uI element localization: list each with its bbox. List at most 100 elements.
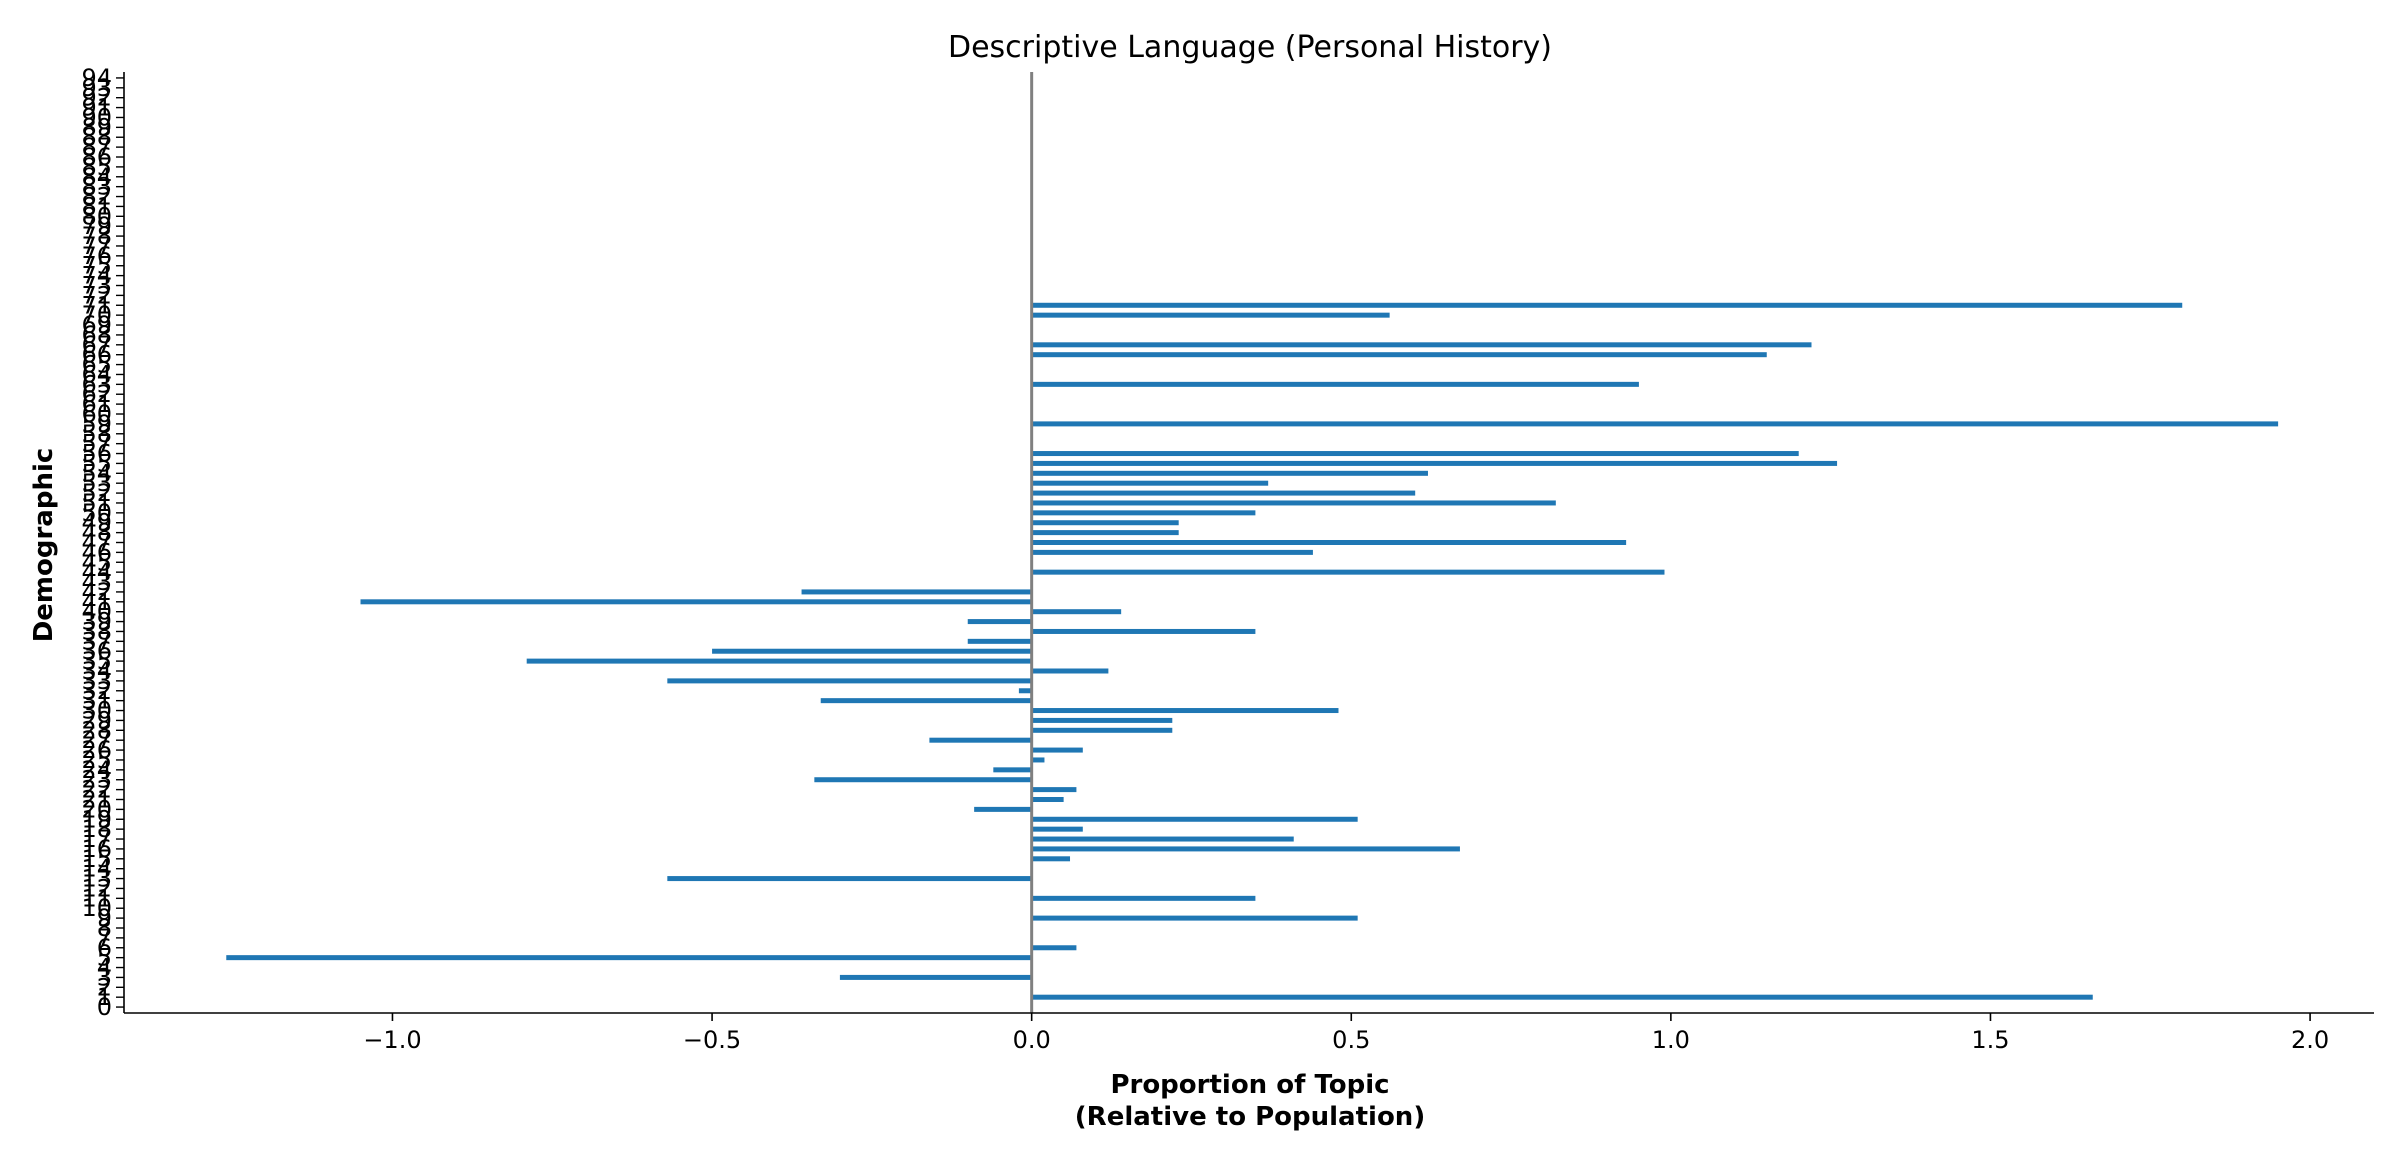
bar-29	[1031, 717, 1173, 723]
y-tick-label: 79	[81, 212, 112, 240]
y-tick-label: 63	[81, 370, 112, 398]
y-tick-label: 37	[81, 627, 112, 655]
y-tick-label: 6	[97, 934, 112, 962]
bar-31	[820, 698, 1032, 704]
bar-23	[814, 777, 1032, 783]
bar-30	[1031, 708, 1339, 714]
y-tick-label: 75	[81, 252, 112, 280]
y-tick-label: 68	[81, 321, 112, 349]
bar-22	[1031, 787, 1077, 793]
y-tick-label: 21	[81, 785, 112, 813]
bar-55	[1031, 460, 1838, 466]
bar-25	[1031, 757, 1045, 763]
y-tick-label: 54	[81, 459, 112, 487]
y-tick-label: 67	[81, 331, 112, 359]
x-tick-label: 0.5	[1332, 1026, 1370, 1054]
y-tick-label: 56	[81, 440, 112, 468]
y-tick-label: 89	[81, 113, 112, 141]
bar-36	[712, 648, 1032, 654]
bar-1	[1031, 994, 2093, 1000]
bar-67	[1031, 342, 1812, 348]
y-tick-label: 24	[81, 756, 112, 784]
y-tick-label: 65	[81, 351, 112, 379]
y-tick-label: 41	[81, 588, 112, 616]
bar-32	[1018, 688, 1032, 694]
y-tick-label: 30	[81, 697, 112, 725]
y-tick-label: 38	[81, 617, 112, 645]
bar-46	[1031, 549, 1313, 555]
y-tick-label: 19	[81, 805, 112, 833]
y-tick-label: 31	[81, 687, 112, 715]
y-tick-label: 18	[81, 815, 112, 843]
y-tick-label: 0	[97, 993, 112, 1021]
y-tick-label: 51	[81, 489, 112, 517]
y-tick-label: 61	[81, 390, 112, 418]
y-tick-label: 36	[81, 637, 112, 665]
y-tick-label: 78	[81, 222, 112, 250]
y-tick-label: 42	[81, 578, 112, 606]
y-tick-label: 26	[81, 736, 112, 764]
y-tick-label: 49	[81, 509, 112, 537]
y-tick-label: 32	[81, 677, 112, 705]
y-tick-label: 83	[81, 173, 112, 201]
y-tick-label: 70	[81, 301, 112, 329]
y-tick-label: 81	[81, 192, 112, 220]
y-tick-label: 3	[97, 963, 112, 991]
y-tick-label: 52	[81, 479, 112, 507]
y-tick-label: 39	[81, 608, 112, 636]
y-tick-label: 92	[81, 84, 112, 112]
x-tick-label: 1.0	[1652, 1026, 1690, 1054]
y-tick-label: 57	[81, 430, 112, 458]
chart-title: Descriptive Language (Personal History)	[948, 30, 1552, 65]
y-tick-label: 62	[81, 380, 112, 408]
bar-52	[1031, 490, 1416, 496]
bar-39	[967, 619, 1032, 625]
y-ticks-group: 0123456789101112131415161718192021222324…	[81, 64, 124, 1021]
bar-40	[1031, 609, 1122, 615]
y-tick-label: 45	[81, 548, 112, 576]
y-tick-label: 15	[81, 845, 112, 873]
x-tick-label: −0.5	[683, 1026, 741, 1054]
y-tick-label: 44	[81, 558, 112, 586]
bar-9	[1031, 915, 1358, 921]
y-tick-label: 16	[81, 835, 112, 863]
y-tick-label: 64	[81, 360, 112, 388]
y-tick-label: 10	[81, 894, 112, 922]
y-tick-label: 93	[81, 74, 112, 102]
bar-17	[1031, 836, 1294, 842]
bar-34	[1031, 668, 1109, 674]
bar-50	[1031, 510, 1256, 516]
bar-15	[1031, 856, 1071, 862]
y-tick-label: 76	[81, 242, 112, 270]
y-tick-label: 17	[81, 825, 112, 853]
y-tick-label: 5	[97, 944, 112, 972]
bar-16	[1031, 846, 1460, 852]
y-tick-label: 12	[81, 874, 112, 902]
y-tick-label: 80	[81, 202, 112, 230]
y-tick-label: 73	[81, 272, 112, 300]
y-tick-label: 20	[81, 795, 112, 823]
bar-63	[1031, 381, 1639, 387]
y-tick-label: 48	[81, 519, 112, 547]
x-tick-label: −1.0	[363, 1026, 421, 1054]
y-tick-label: 85	[81, 153, 112, 181]
bar-48	[1031, 530, 1179, 536]
y-tick-label: 23	[81, 766, 112, 794]
y-tick-label: 22	[81, 776, 112, 804]
bar-42	[801, 589, 1032, 595]
y-tick-label: 11	[81, 884, 112, 912]
bar-33	[667, 678, 1032, 684]
y-tick-label: 59	[81, 410, 112, 438]
y-tick-label: 71	[81, 291, 112, 319]
bar-18	[1031, 826, 1083, 832]
bar-3	[839, 974, 1032, 980]
y-tick-label: 86	[81, 143, 112, 171]
y-axis-label: Demographic	[29, 448, 59, 643]
bar-6	[1031, 945, 1077, 951]
y-tick-label: 27	[81, 726, 112, 754]
y-tick-label: 29	[81, 706, 112, 734]
bar-56	[1031, 451, 1799, 457]
y-tick-label: 14	[81, 855, 112, 883]
y-tick-label: 34	[81, 657, 112, 685]
